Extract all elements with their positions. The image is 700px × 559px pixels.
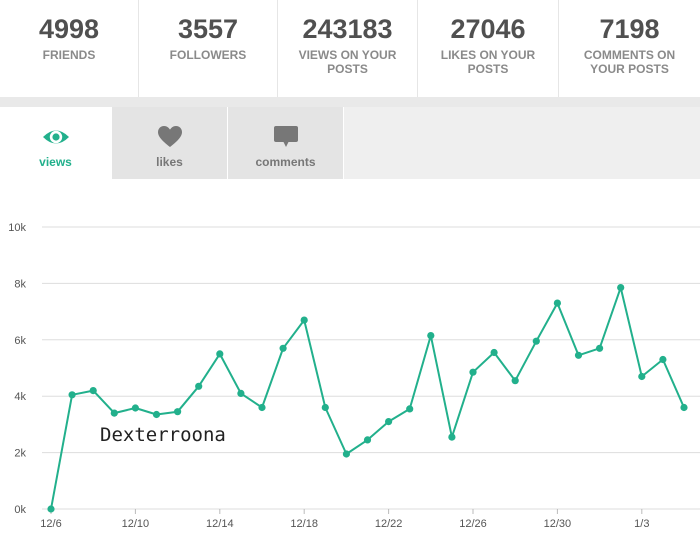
data-point [427, 332, 435, 340]
stat-label-line: COMMENTS ON [583, 48, 676, 62]
stat-value: 4998 [38, 14, 100, 44]
stat-label: VIEWS ON YOUR POSTS [278, 48, 417, 76]
x-tick-label: 12/26 [459, 518, 487, 530]
data-point [279, 344, 287, 352]
stat-label: FRIENDS [0, 48, 138, 62]
data-point [638, 372, 646, 381]
stat-likes[interactable]: 27046 LIKES ON YOUR POSTS [418, 0, 559, 97]
data-point [574, 351, 583, 359]
stat-label-line: FRIENDS [42, 48, 96, 62]
data-point [511, 377, 519, 385]
stat-label-line: YOUR POSTS [590, 62, 669, 76]
data-point [617, 284, 625, 292]
data-point [469, 368, 477, 376]
data-point [300, 316, 308, 324]
stat-comments[interactable]: 7198 COMMENTS ON YOUR POSTS [559, 0, 700, 97]
x-tick-label: 12/22 [375, 518, 403, 530]
x-tick-label: 12/30 [544, 518, 572, 530]
x-tick-label: 12/18 [290, 518, 318, 530]
speech-bubble-icon [273, 126, 298, 147]
data-point [490, 348, 498, 357]
views-series-line [50, 286, 685, 510]
stat-label: COMMENTS ON YOUR POSTS [559, 48, 700, 76]
stat-label-line: VIEWS ON YOUR [298, 48, 397, 62]
data-point [89, 387, 97, 395]
data-point [237, 389, 245, 397]
data-point [553, 299, 562, 307]
x-tick-label: 12/10 [122, 518, 150, 530]
data-point [258, 403, 266, 412]
watermark-signature: Dexterroona [100, 424, 226, 446]
stats-bar: 4998 FRIENDS 3557 FOLLOWERS 243183 VIEWS… [0, 0, 700, 97]
data-point [385, 418, 393, 426]
data-point [680, 403, 688, 412]
y-tick-label: 6k [14, 335, 26, 347]
y-tick-label: 10k [8, 222, 26, 234]
stat-label-line: FOLLOWERS [169, 48, 247, 62]
tab-label: comments [255, 155, 316, 169]
stat-value: 27046 [450, 14, 526, 44]
stat-views[interactable]: 243183 VIEWS ON YOUR POSTS [278, 0, 418, 97]
data-point [448, 433, 456, 441]
data-point [406, 405, 414, 413]
data-point [110, 409, 118, 417]
data-point [47, 505, 55, 513]
stat-label-line: POSTS [467, 62, 509, 76]
x-tick-label: 12/6 [40, 518, 61, 530]
stat-value: 7198 [599, 14, 660, 44]
data-point [68, 391, 76, 399]
data-point [195, 382, 203, 390]
y-tick-label: 0k [14, 504, 26, 516]
x-tick-label: 1/3 [634, 518, 649, 530]
tab-label: likes [156, 155, 183, 169]
tab-comments[interactable]: comments [228, 107, 344, 179]
section-divider [0, 97, 700, 107]
stat-label: FOLLOWERS [139, 48, 277, 62]
tab-bar: views likes comments [0, 107, 700, 179]
stat-value: 3557 [177, 14, 239, 44]
data-point [363, 436, 372, 444]
chart-canvas: 0k 2k 4k 6k 8k 10k 12/6 12/10 12/14 12/18 12/22 12/… [8, 222, 700, 530]
tab-views[interactable]: views [0, 107, 112, 179]
data-point [342, 450, 350, 458]
stat-friends[interactable]: 4998 FRIENDS [0, 0, 139, 97]
x-tick-label: 12/14 [206, 518, 234, 530]
stat-label-line: LIKES ON YOUR [440, 48, 536, 62]
data-point [131, 404, 139, 412]
data-point [532, 337, 540, 345]
data-point [174, 408, 182, 416]
stat-label: LIKES ON YOUR POSTS [418, 48, 558, 76]
data-point [216, 350, 224, 358]
y-tick-label: 8k [14, 278, 26, 290]
tab-likes[interactable]: likes [112, 107, 228, 179]
tab-label: views [39, 155, 72, 169]
data-point [152, 410, 161, 419]
data-point [659, 355, 667, 364]
data-point [321, 403, 329, 412]
stat-value: 243183 [302, 14, 393, 44]
heart-icon [157, 126, 182, 147]
eye-icon [42, 130, 69, 144]
y-tick-label: 2k [14, 448, 26, 460]
views-line-chart: 0k 2k 4k 6k 8k 10k 12/6 12/10 12/14 12/18 12/22 12/… [0, 179, 700, 559]
y-tick-label: 4k [14, 391, 26, 403]
stat-label-line: POSTS [327, 62, 368, 76]
data-point [596, 344, 604, 352]
stat-followers[interactable]: 3557 FOLLOWERS [139, 0, 278, 97]
